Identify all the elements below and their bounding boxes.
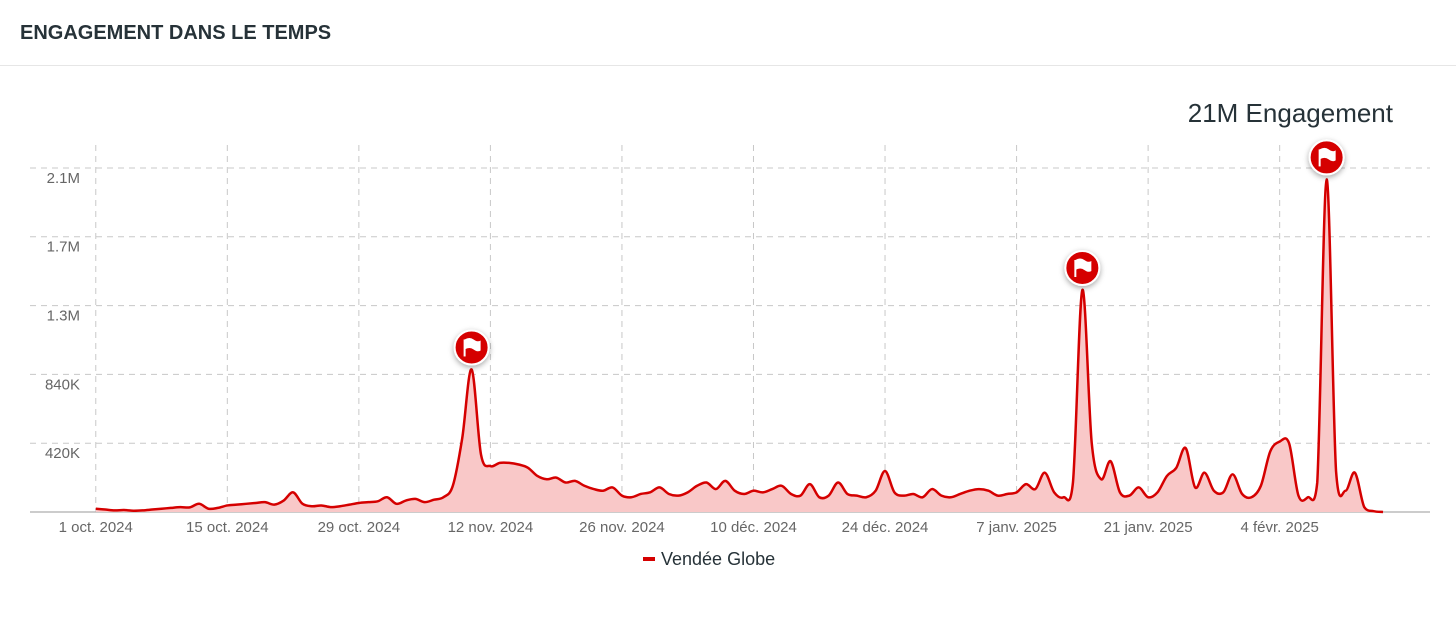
legend-swatch — [643, 557, 655, 561]
x-tick-label: 1 oct. 2024 — [59, 519, 133, 536]
event-flag — [1064, 249, 1101, 286]
x-tick-label: 7 janv. 2025 — [976, 519, 1057, 536]
flag-cloth — [464, 337, 481, 352]
line — [95, 178, 1384, 514]
x-tick-label: 4 févr. 2025 — [1240, 519, 1318, 536]
flag-cloth — [1319, 147, 1336, 162]
x-tick-label: 26 nov. 2024 — [579, 519, 665, 536]
x-tick-label: 12 nov. 2024 — [448, 519, 534, 536]
y-tick-label: 420K — [45, 445, 80, 462]
y-tick-label: 840K — [45, 376, 80, 393]
y-tick-label: 1.7M — [47, 239, 80, 256]
event-flag — [453, 329, 490, 366]
x-tick-label: 21 janv. 2025 — [1104, 519, 1193, 536]
annotation: 21M Engagement — [1188, 98, 1394, 128]
widget-title: ENGAGEMENT DANS LE TEMPS — [0, 0, 1456, 66]
x-tick-label: 15 oct. 2024 — [186, 519, 269, 536]
y-tick-label: 1.3M — [47, 308, 80, 325]
x-tick-label: 24 déc. 2024 — [842, 519, 929, 536]
event-flag — [1308, 139, 1345, 176]
x-tick-label: 29 oct. 2024 — [318, 519, 401, 536]
legend-label: Vendée Globe — [661, 549, 775, 569]
flag-cloth — [1075, 258, 1092, 272]
y-tick-label: 2.1M — [47, 170, 80, 187]
x-tick-label: 10 déc. 2024 — [710, 519, 797, 536]
